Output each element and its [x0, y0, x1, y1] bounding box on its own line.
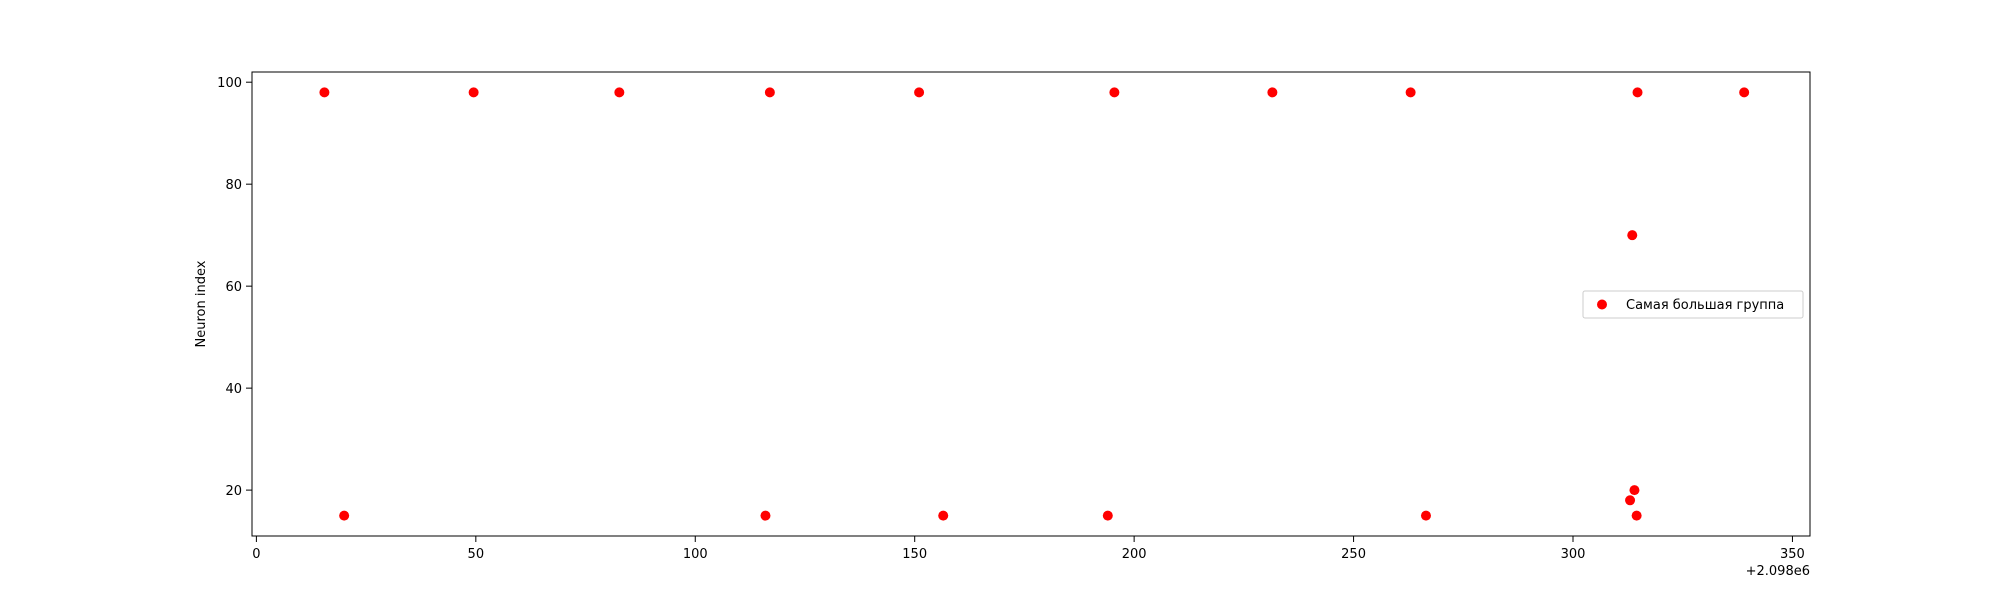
data-point: [1109, 87, 1120, 98]
plot-frame: [251, 71, 1811, 537]
y-tick-label: 80: [225, 178, 242, 193]
x-tick-label: 0: [252, 547, 260, 562]
x-tick-label: 350: [1780, 547, 1805, 562]
data-point: [938, 510, 949, 521]
data-point: [1267, 87, 1278, 98]
data-point: [319, 87, 330, 98]
data-point: [1631, 510, 1642, 521]
y-axis-label: Neuron index: [194, 260, 209, 347]
plot-background: [252, 72, 1810, 536]
y-axis-ticks: 20 40 60 80 100: [217, 76, 252, 499]
legend-box: [1582, 290, 1804, 319]
data-point: [1627, 230, 1638, 241]
y-tick-label: 40: [225, 382, 242, 397]
x-tick-label: 150: [902, 547, 927, 562]
x-tick-label: 250: [1341, 547, 1366, 562]
legend: Самая большая группа: [1582, 290, 1804, 319]
data-point: [760, 510, 771, 521]
data-point: [1405, 87, 1416, 98]
x-tick-label: 100: [683, 547, 708, 562]
y-tick-label: 60: [225, 280, 242, 295]
data-point: [468, 87, 479, 98]
x-axis-offset-label: +2.098e6: [1746, 564, 1810, 579]
y-tick-label: 20: [225, 484, 242, 499]
data-point: [1629, 485, 1640, 496]
legend-label: Самая большая группа: [1626, 298, 1784, 313]
data-point: [1420, 510, 1431, 521]
x-tick-label: 50: [468, 547, 485, 562]
y-tick-label: 100: [217, 76, 242, 91]
data-point: [914, 87, 925, 98]
legend-marker: [1597, 299, 1607, 310]
data-point: [1632, 87, 1643, 98]
data-point: [614, 87, 625, 98]
data-point: [1102, 510, 1113, 521]
data-point: [339, 510, 350, 521]
data-points: [319, 87, 1750, 521]
x-axis-ticks: 0 50 100 150 200 250 300 350: [252, 536, 1805, 562]
data-point: [764, 87, 775, 98]
x-tick-label: 200: [1122, 547, 1147, 562]
data-point: [1739, 87, 1750, 98]
data-point: [1625, 495, 1636, 506]
x-tick-label: 300: [1561, 547, 1586, 562]
